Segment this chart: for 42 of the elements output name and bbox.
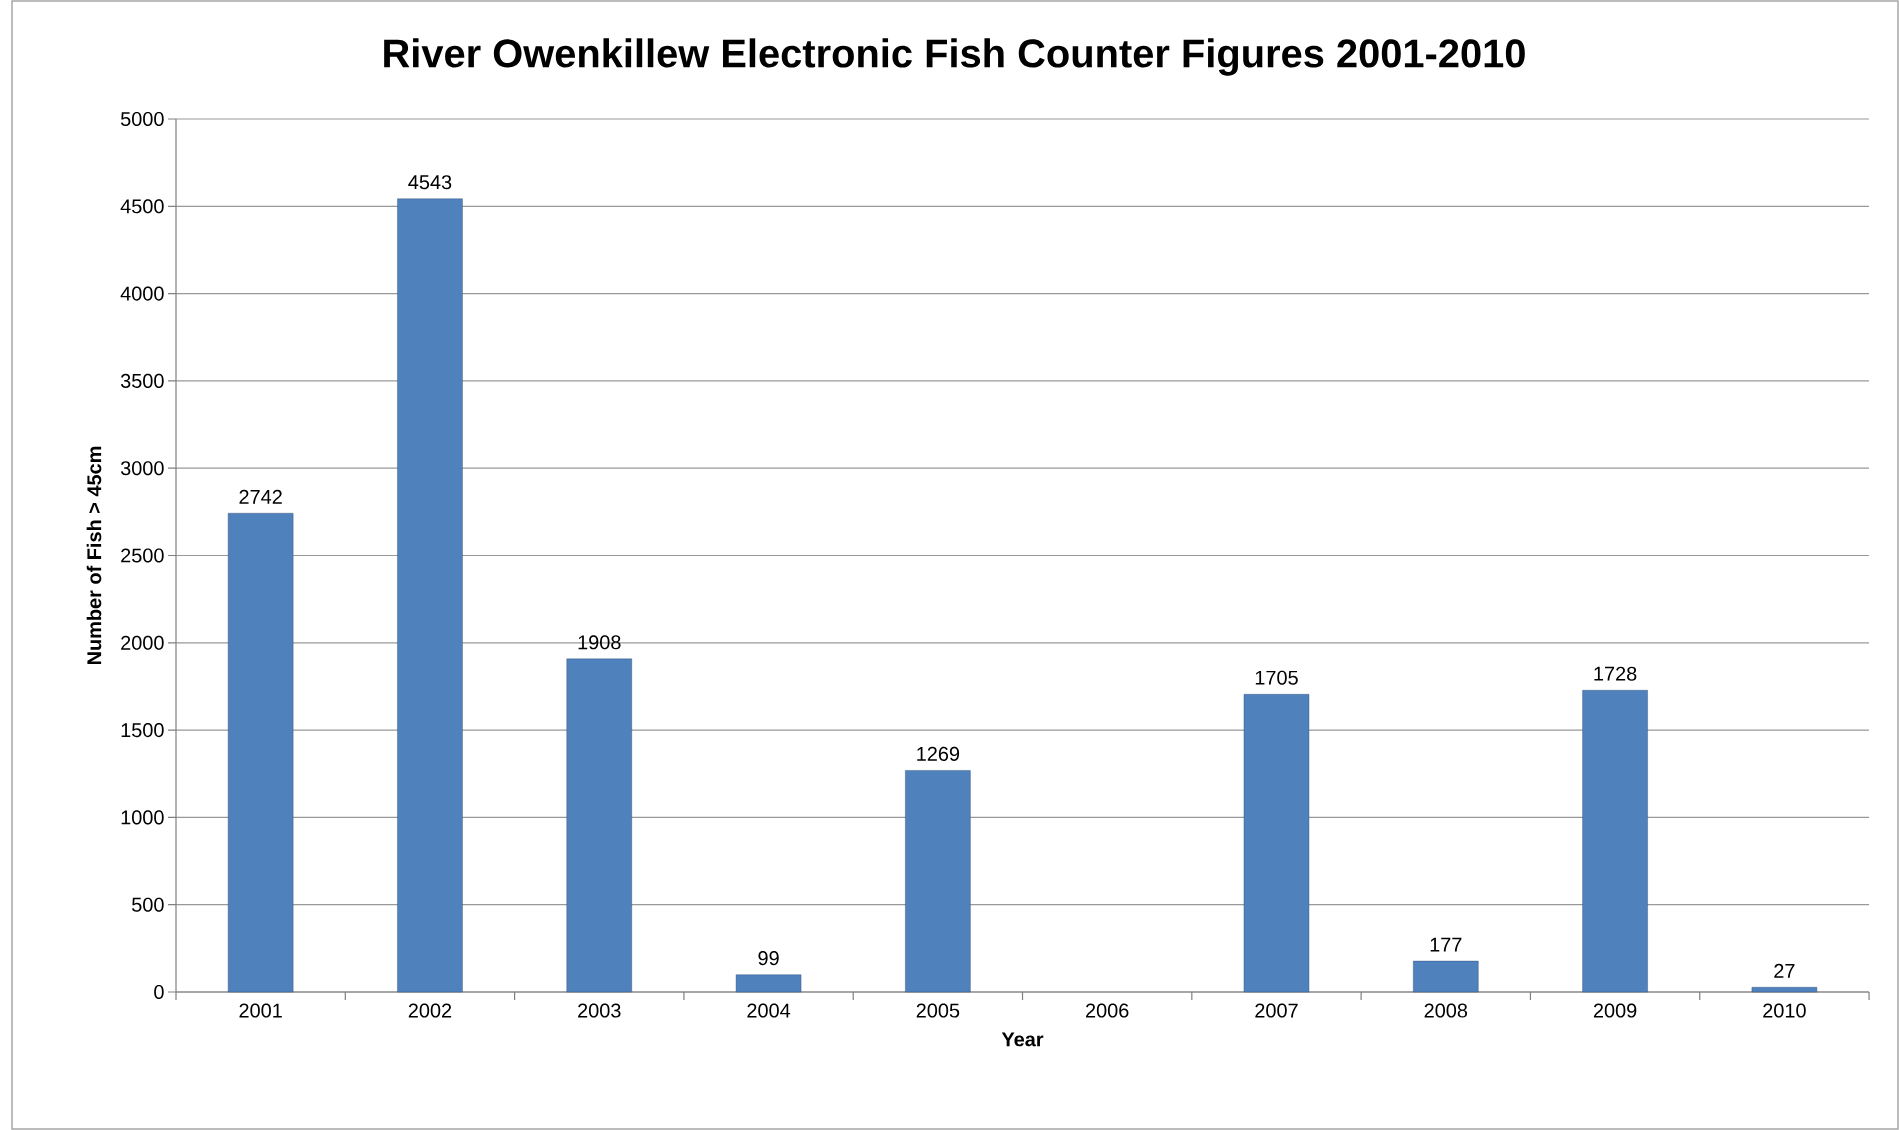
data-label: 1728 <box>1594 666 1637 681</box>
bar <box>397 198 463 993</box>
y-axis-title: Number of Fish > 45cm <box>86 446 102 665</box>
bar <box>227 513 294 993</box>
y-tick-label: 5000 <box>120 111 164 127</box>
bar <box>1243 694 1310 993</box>
x-axis-title: Year <box>1001 1032 1044 1047</box>
x-tick-label: 2005 <box>916 1003 960 1018</box>
data-label: 4543 <box>408 175 452 190</box>
data-label: 1269 <box>917 746 960 761</box>
y-tick-label: 1000 <box>121 810 164 825</box>
x-tick-label: 2006 <box>1086 1003 1129 1018</box>
x-tick-label: 2003 <box>578 1003 621 1018</box>
y-tick-label: 0 <box>154 984 164 1000</box>
y-tick-label: 2000 <box>121 635 164 650</box>
bar <box>566 658 632 993</box>
data-label: 99 <box>758 951 779 966</box>
y-tick-label: 2500 <box>121 548 164 563</box>
data-label: 2742 <box>239 489 282 504</box>
bar <box>1751 987 1818 993</box>
x-tick-label: 2004 <box>747 1003 791 1018</box>
bar <box>735 974 802 993</box>
x-tick-label: 2010 <box>1763 1003 1806 1018</box>
y-tick-label: 1500 <box>121 723 164 738</box>
bar <box>1582 690 1648 993</box>
data-label: 1908 <box>578 635 621 650</box>
x-tick-label: 2009 <box>1593 1003 1637 1018</box>
data-label: 27 <box>1774 963 1795 978</box>
y-tick-label: 4000 <box>120 286 164 301</box>
x-tick-label: 2001 <box>239 1003 282 1018</box>
bar <box>1413 960 1479 993</box>
x-tick-label: 2007 <box>1255 1003 1298 1018</box>
data-label: 1705 <box>1255 670 1298 685</box>
x-tick-label: 2008 <box>1424 1003 1468 1018</box>
y-tick-label: 4500 <box>120 199 164 214</box>
chart-title: River Owenkillew Electronic Fish Counter Figures 2001-2010 <box>384 38 1525 76</box>
y-tick-label: 500 <box>132 897 164 912</box>
y-tick-label: 3000 <box>120 461 164 476</box>
x-tick-label: 2002 <box>408 1003 452 1018</box>
bar <box>905 770 971 993</box>
data-label: 177 <box>1430 937 1462 952</box>
y-tick-label: 3500 <box>120 373 164 388</box>
